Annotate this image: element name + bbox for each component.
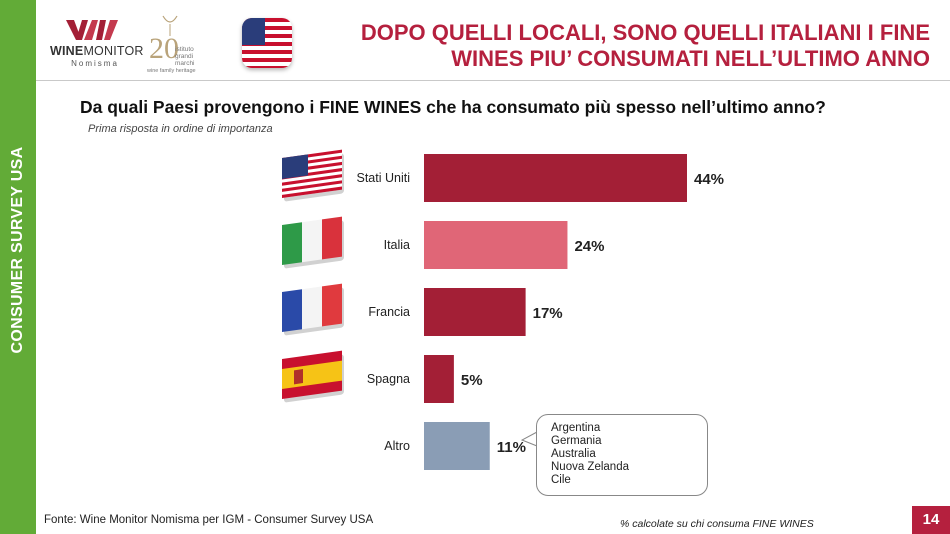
italy-flag-icon [282,216,344,269]
page-number: 14 [912,506,950,534]
logo-name: WINEMONITOR [50,44,144,58]
france-flag-icon [282,283,344,336]
category-label: Stati Uniti [357,171,411,185]
category-label: Italia [384,238,410,252]
wine-glass-icon [162,15,178,36]
note-item: Germania [551,435,602,447]
bar [424,422,490,470]
bar [424,288,526,336]
side-band: CONSUMER SURVEY USA [0,0,36,534]
value-label: 44% [694,171,724,188]
survey-subquestion: Prima risposta in ordine di importanza [88,123,273,135]
category-label: Francia [368,305,410,319]
survey-question: Da quali Paesi provengono i FINE WINES c… [80,97,826,117]
note-item: Argentina [551,422,601,434]
gm-number: 20 [149,32,179,65]
gm-text: istituto grandi marchi [175,46,195,67]
header-divider [36,80,950,81]
category-label: Altro [384,439,410,453]
other-countries-note: Argentina Germania Australia Nuova Zelan… [536,414,708,496]
bar [424,154,687,202]
grandi-marchi-logo: 20 istituto grandi marchi wine family her… [145,14,213,76]
value-label: 11% [497,439,526,456]
winemonitor-mark-icon [66,20,118,40]
usa-flag-icon [242,18,292,68]
category-label: Spagna [367,372,410,386]
note-item: Australia [551,448,596,460]
gm-bottom: wine family heritage [147,68,196,74]
country-bar-chart: Stati Uniti 44% Italia 24% Francia 17% Spagna 5… [282,149,724,470]
logo-sub: Nomisma [71,59,119,68]
usa-flag-icon [282,149,344,202]
note-pointer [520,431,538,447]
side-label: CONSUMER SURVEY USA [9,146,26,354]
page-title: DOPO QUELLI LOCALI, SONO QUELLI ITALIANI… [360,20,930,71]
note-item: Nuova Zelanda [551,461,629,473]
footer-note: % calcolate su chi consuma FINE WINES [620,518,814,530]
note-item: Cile [551,474,571,486]
winemonitor-logo: WINEMONITOR Nomisma [50,18,144,70]
bar [424,221,568,269]
value-label: 17% [533,305,563,322]
footer-source: Fonte: Wine Monitor Nomisma per IGM - Co… [44,514,374,526]
value-label: 24% [574,238,604,255]
bar [424,355,454,403]
spain-flag-icon [282,350,344,403]
value-label: 5% [461,372,483,389]
